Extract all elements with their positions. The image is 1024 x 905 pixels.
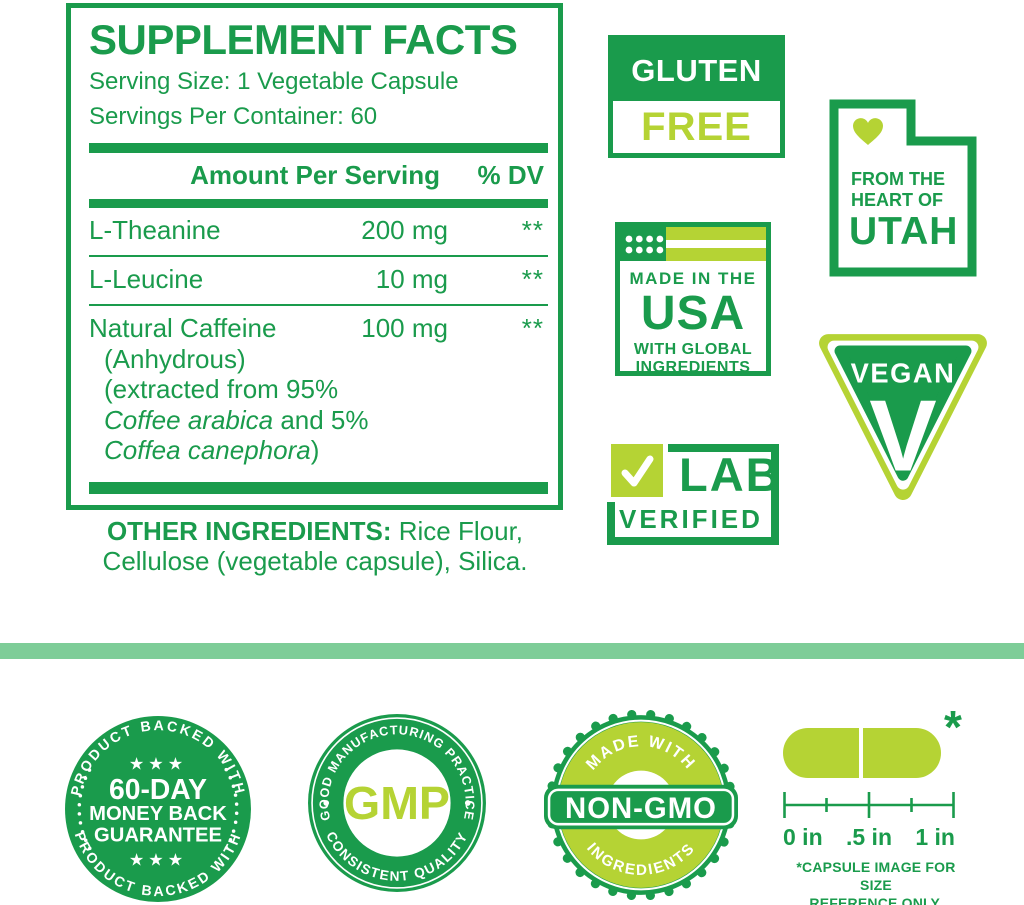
caffeine-sub2: (extracted from 95%	[104, 374, 339, 405]
guarantee-label: GUARANTEE	[94, 824, 222, 846]
facts-title: SUPPLEMENT FACTS	[89, 16, 518, 63]
sixty-day-label: 60-DAY	[109, 773, 207, 805]
non-gmo-badge: MADE WITH INGREDIENTS NON-GMO	[544, 709, 738, 901]
nutrient-name: Natural Caffeine	[89, 312, 277, 343]
us-flag-icon	[620, 227, 766, 261]
ingredients-label: INGREDIENTS	[635, 358, 751, 376]
nutrient-name: L-Theanine	[89, 214, 221, 245]
serving-size: Serving Size: 1 Vegetable Capsule	[89, 68, 459, 96]
label-1in: 1 in	[915, 824, 955, 850]
col-amount-per-serving: Amount Per Serving	[190, 159, 440, 190]
utah-outline	[829, 99, 977, 277]
dv-footnote: ** Daily Value (DV) not established.	[89, 494, 548, 505]
heart-of-label: HEART OF	[851, 190, 943, 210]
divider-bar	[89, 482, 548, 495]
label-halfin: .5 in	[845, 824, 892, 850]
lab-label: LAB	[679, 448, 782, 501]
ruler-labels: 0 in .5 in 1 in	[783, 824, 955, 851]
gmp-label: GMP	[344, 777, 450, 829]
non-gmo-label: NON-GMO	[565, 792, 717, 825]
utah-badge: FROM THE HEART OF UTAH	[829, 99, 977, 277]
capsule-icon	[783, 728, 941, 778]
divider-band	[0, 643, 1024, 659]
badge-center	[343, 749, 451, 857]
caffeine-sub3: Coffee arabica and 5%	[104, 404, 369, 435]
nutrient-name: L-Leucine	[89, 263, 204, 294]
stars-bottom-icon: ★★★	[129, 851, 187, 871]
other-ingredients-label: OTHER INGREDIENTS:	[106, 516, 392, 546]
facts-header-row: Amount Per Serving % DV	[89, 153, 548, 199]
stars-top-icon: ★★★	[129, 755, 187, 775]
with-global-label: WITH GLOBAL	[633, 340, 753, 358]
money-back-label: MONEY BACK	[89, 803, 227, 825]
capsule-size-reference: * 0 in .5 in 1 in *CAPSULE IMAGE FOR SIZ…	[781, 701, 971, 905]
gmp-badge: GOOD MANUFACTURING PRACTICE CONSISTENT Q…	[308, 714, 486, 892]
nutrient-row-theanine: L-Theanine 200 mg **	[89, 208, 548, 255]
other-ingredients: OTHER INGREDIENTS: Rice Flour, Cellulose…	[102, 516, 528, 576]
made-in-usa-badge: MADE IN THE USA WITH GLOBAL INGREDIENTS	[615, 222, 771, 376]
checkbox	[611, 444, 663, 497]
lab-verified-badge: LAB VERIFIED	[600, 438, 792, 550]
heart-icon	[853, 118, 883, 145]
ruler-icon	[783, 792, 955, 818]
servings-per-container: Servings Per Container: 60	[89, 102, 378, 130]
vegan-badge: VEGAN V	[819, 334, 987, 500]
made-in-the-label: MADE IN THE	[629, 269, 757, 288]
vegan-inner-triangle	[834, 345, 972, 481]
gluten-free-badge: GLUTEN FREE	[608, 35, 785, 158]
money-back-guarantee-badge: PRODUCT BACKED WITH PRODUCT BACKED WITH …	[65, 716, 251, 902]
divider-bar	[89, 142, 548, 153]
label-0in: 0 in	[783, 824, 823, 850]
caffeine-details: (Anhydrous) (extracted from 95% Coffee a…	[89, 344, 548, 466]
gluten-label: GLUTEN	[613, 40, 780, 101]
divider-bar	[89, 198, 548, 208]
dot-right	[464, 800, 471, 806]
caffeine-sub4: Coffea canephora)	[104, 434, 320, 465]
dot-left	[323, 800, 330, 806]
from-the-label: FROM THE	[851, 169, 945, 189]
verified-label: VERIFIED	[619, 504, 763, 534]
nutrient-amount: 100 mg	[361, 312, 448, 343]
capsule-caption: *CAPSULE IMAGE FOR SIZE REFERENCE ONLY.	[796, 859, 956, 905]
nutrient-dv: **	[521, 312, 544, 343]
supplement-facts-panel: SUPPLEMENT FACTS Serving Size: 1 Vegetab…	[66, 3, 563, 510]
nutrient-row-caffeine: Natural Caffeine 100 mg ** (Anhydrous) (…	[89, 303, 548, 475]
vegan-label: VEGAN	[851, 358, 956, 389]
usa-label: USA	[640, 287, 746, 340]
banner	[544, 784, 738, 830]
badge-circle	[65, 716, 251, 902]
nutrient-dv: **	[521, 214, 544, 245]
inner-line	[311, 717, 483, 889]
nutrient-amount: 10 mg	[375, 263, 448, 294]
col-percent-dv: % DV	[477, 159, 544, 190]
capsule-left-half	[783, 728, 859, 778]
capsule-right-half	[863, 728, 941, 778]
asterisk: *	[944, 701, 962, 753]
caffeine-sub1: (Anhydrous)	[104, 343, 246, 374]
dotted-arc-right	[224, 767, 239, 851]
check-icon	[621, 455, 654, 486]
nutrient-dv: **	[521, 263, 544, 294]
vegan-v-letter: V	[869, 380, 936, 493]
banner-outline	[547, 788, 735, 826]
dotted-arc-left	[77, 767, 92, 851]
other-ingredients-line2: Cellulose (vegetable capsule), Silica.	[102, 545, 528, 576]
nutrient-amount: 200 mg	[361, 214, 448, 245]
free-label: FREE	[641, 104, 752, 149]
nutrient-row-leucine: L-Leucine 10 mg **	[89, 254, 548, 304]
utah-label: UTAH	[849, 210, 958, 253]
